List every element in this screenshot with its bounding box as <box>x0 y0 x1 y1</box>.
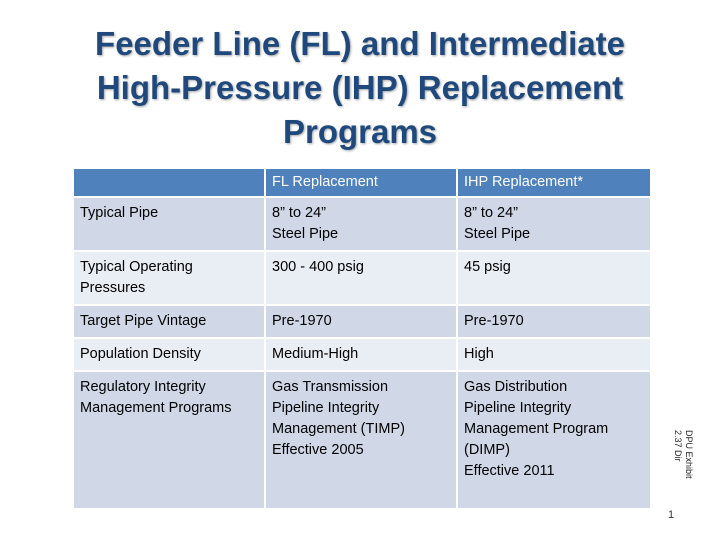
cell-text: High <box>464 346 494 362</box>
cell-text: Gas Transmission <box>272 379 389 395</box>
cell-text: Effective 2011 <box>464 463 555 479</box>
ihp-cell: 45 psig <box>456 250 652 306</box>
cell-text: Gas Distribution <box>464 379 568 395</box>
cell-text: Management (TIMP) <box>272 421 405 437</box>
cell-text: Effective 2005 <box>272 442 364 458</box>
cell-text: Steel Pipe <box>272 226 339 242</box>
page-number: 1 <box>668 509 675 521</box>
cell-text: Target Pipe Vintage <box>80 313 207 329</box>
cell-text: Typical Pipe <box>80 205 159 221</box>
table-row: Typical Pipe 8” to 24” Steel Pipe 8” to … <box>72 196 652 252</box>
cell-text: Pipeline Integrity <box>464 400 572 416</box>
ihp-cell: Pre-1970 <box>456 304 652 339</box>
table-row: Typical Operating Pressures 300 - 400 ps… <box>72 250 652 306</box>
cell-text: Pre-1970 <box>464 313 524 329</box>
title-line-1: Feeder Line (FL) and Intermediate <box>95 25 625 62</box>
exhibit-note-line-1: DPU Exhibit <box>684 430 694 479</box>
row-label-cell: Regulatory Integrity Management Programs <box>72 370 266 510</box>
ihp-cell: 8” to 24” Steel Pipe <box>456 196 652 252</box>
header-cell-ihp-replacement: IHP Replacement* <box>456 167 652 198</box>
cell-text: Management Programs <box>80 400 232 416</box>
header-cell-fl-replacement: FL Replacement <box>264 167 458 198</box>
cell-text: Steel Pipe <box>464 226 531 242</box>
cell-text: Population Density <box>80 346 201 362</box>
exhibit-note-line-2: 2.37 Dir <box>673 430 683 462</box>
cell-text: 300 - 400 psig <box>272 259 364 275</box>
cell-text: Typical Operating <box>80 259 193 275</box>
row-label-cell: Typical Pipe <box>72 196 266 252</box>
cell-text: 8” to 24” <box>272 205 326 221</box>
fl-cell: Medium-High <box>264 337 458 372</box>
comparison-table: FL Replacement IHP Replacement* Typical … <box>72 167 652 510</box>
table-row: Target Pipe Vintage Pre-1970 Pre-1970 <box>72 304 652 339</box>
row-label-cell: Typical Operating Pressures <box>72 250 266 306</box>
cell-text: Medium-High <box>272 346 359 362</box>
fl-cell: 8” to 24” Steel Pipe <box>264 196 458 252</box>
table-row: Regulatory Integrity Management Programs… <box>72 370 652 510</box>
exhibit-note-text: DPU Exhibit 2.37 Dir <box>672 430 694 479</box>
fl-cell: Gas Transmission Pipeline Integrity Mana… <box>264 370 458 510</box>
title-line-3: Programs <box>282 113 438 150</box>
cell-text: 8” to 24” <box>464 205 518 221</box>
header-cell-empty <box>72 167 266 198</box>
cell-text: Pipeline Integrity <box>272 400 380 416</box>
cell-text: (DIMP) <box>464 442 510 458</box>
table-row: Population Density Medium-High High <box>72 337 652 372</box>
cell-text: Pressures <box>80 280 146 296</box>
ihp-cell: High <box>456 337 652 372</box>
cell-text: Management Program <box>464 421 609 437</box>
exhibit-note: DPU Exhibit 2.37 Dir <box>670 430 700 490</box>
fl-cell: 300 - 400 psig <box>264 250 458 306</box>
fl-cell: Pre-1970 <box>264 304 458 339</box>
table-header-row: FL Replacement IHP Replacement* <box>72 167 652 198</box>
slide-title: Feeder Line (FL) and Intermediate High-P… <box>30 22 690 154</box>
cell-text: Regulatory Integrity <box>80 379 206 395</box>
row-label-cell: Population Density <box>72 337 266 372</box>
cell-text: 45 psig <box>464 259 511 275</box>
ihp-cell: Gas Distribution Pipeline Integrity Mana… <box>456 370 652 510</box>
title-line-2: High-Pressure (IHP) Replacement <box>96 69 624 106</box>
row-label-cell: Target Pipe Vintage <box>72 304 266 339</box>
cell-text: Pre-1970 <box>272 313 332 329</box>
